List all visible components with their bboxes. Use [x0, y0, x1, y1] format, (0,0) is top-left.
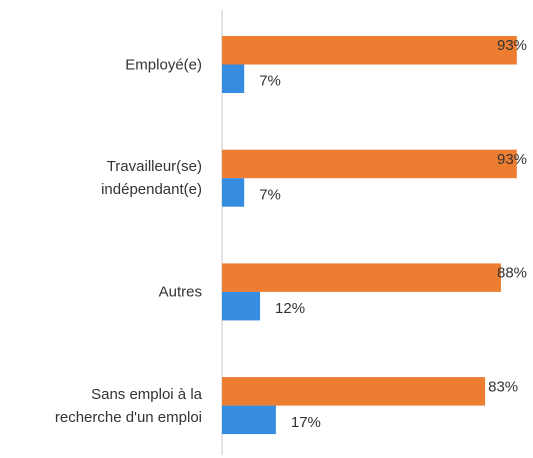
value-label: 7% — [259, 73, 281, 90]
bar — [222, 263, 501, 292]
value-label: 17% — [291, 414, 321, 431]
bar — [222, 149, 517, 179]
bar — [222, 377, 486, 406]
value-label: 93% — [497, 151, 527, 168]
bar — [222, 291, 261, 321]
bar — [222, 405, 276, 435]
category-label: Sans emploi à la recherche d'un emploi — [54, 385, 202, 426]
category-label: Employé(e) — [125, 56, 202, 73]
value-label: 93% — [497, 37, 527, 54]
bar — [222, 178, 245, 207]
value-label: 12% — [275, 300, 305, 317]
category-label: Autres — [158, 283, 202, 301]
value-label: 7% — [259, 186, 281, 203]
value-label: 83% — [488, 378, 518, 395]
bar — [222, 36, 517, 65]
value-label: 88% — [497, 265, 527, 282]
bar — [222, 64, 245, 93]
category-label: Travailleur(se) indépendant(e) — [101, 158, 202, 199]
